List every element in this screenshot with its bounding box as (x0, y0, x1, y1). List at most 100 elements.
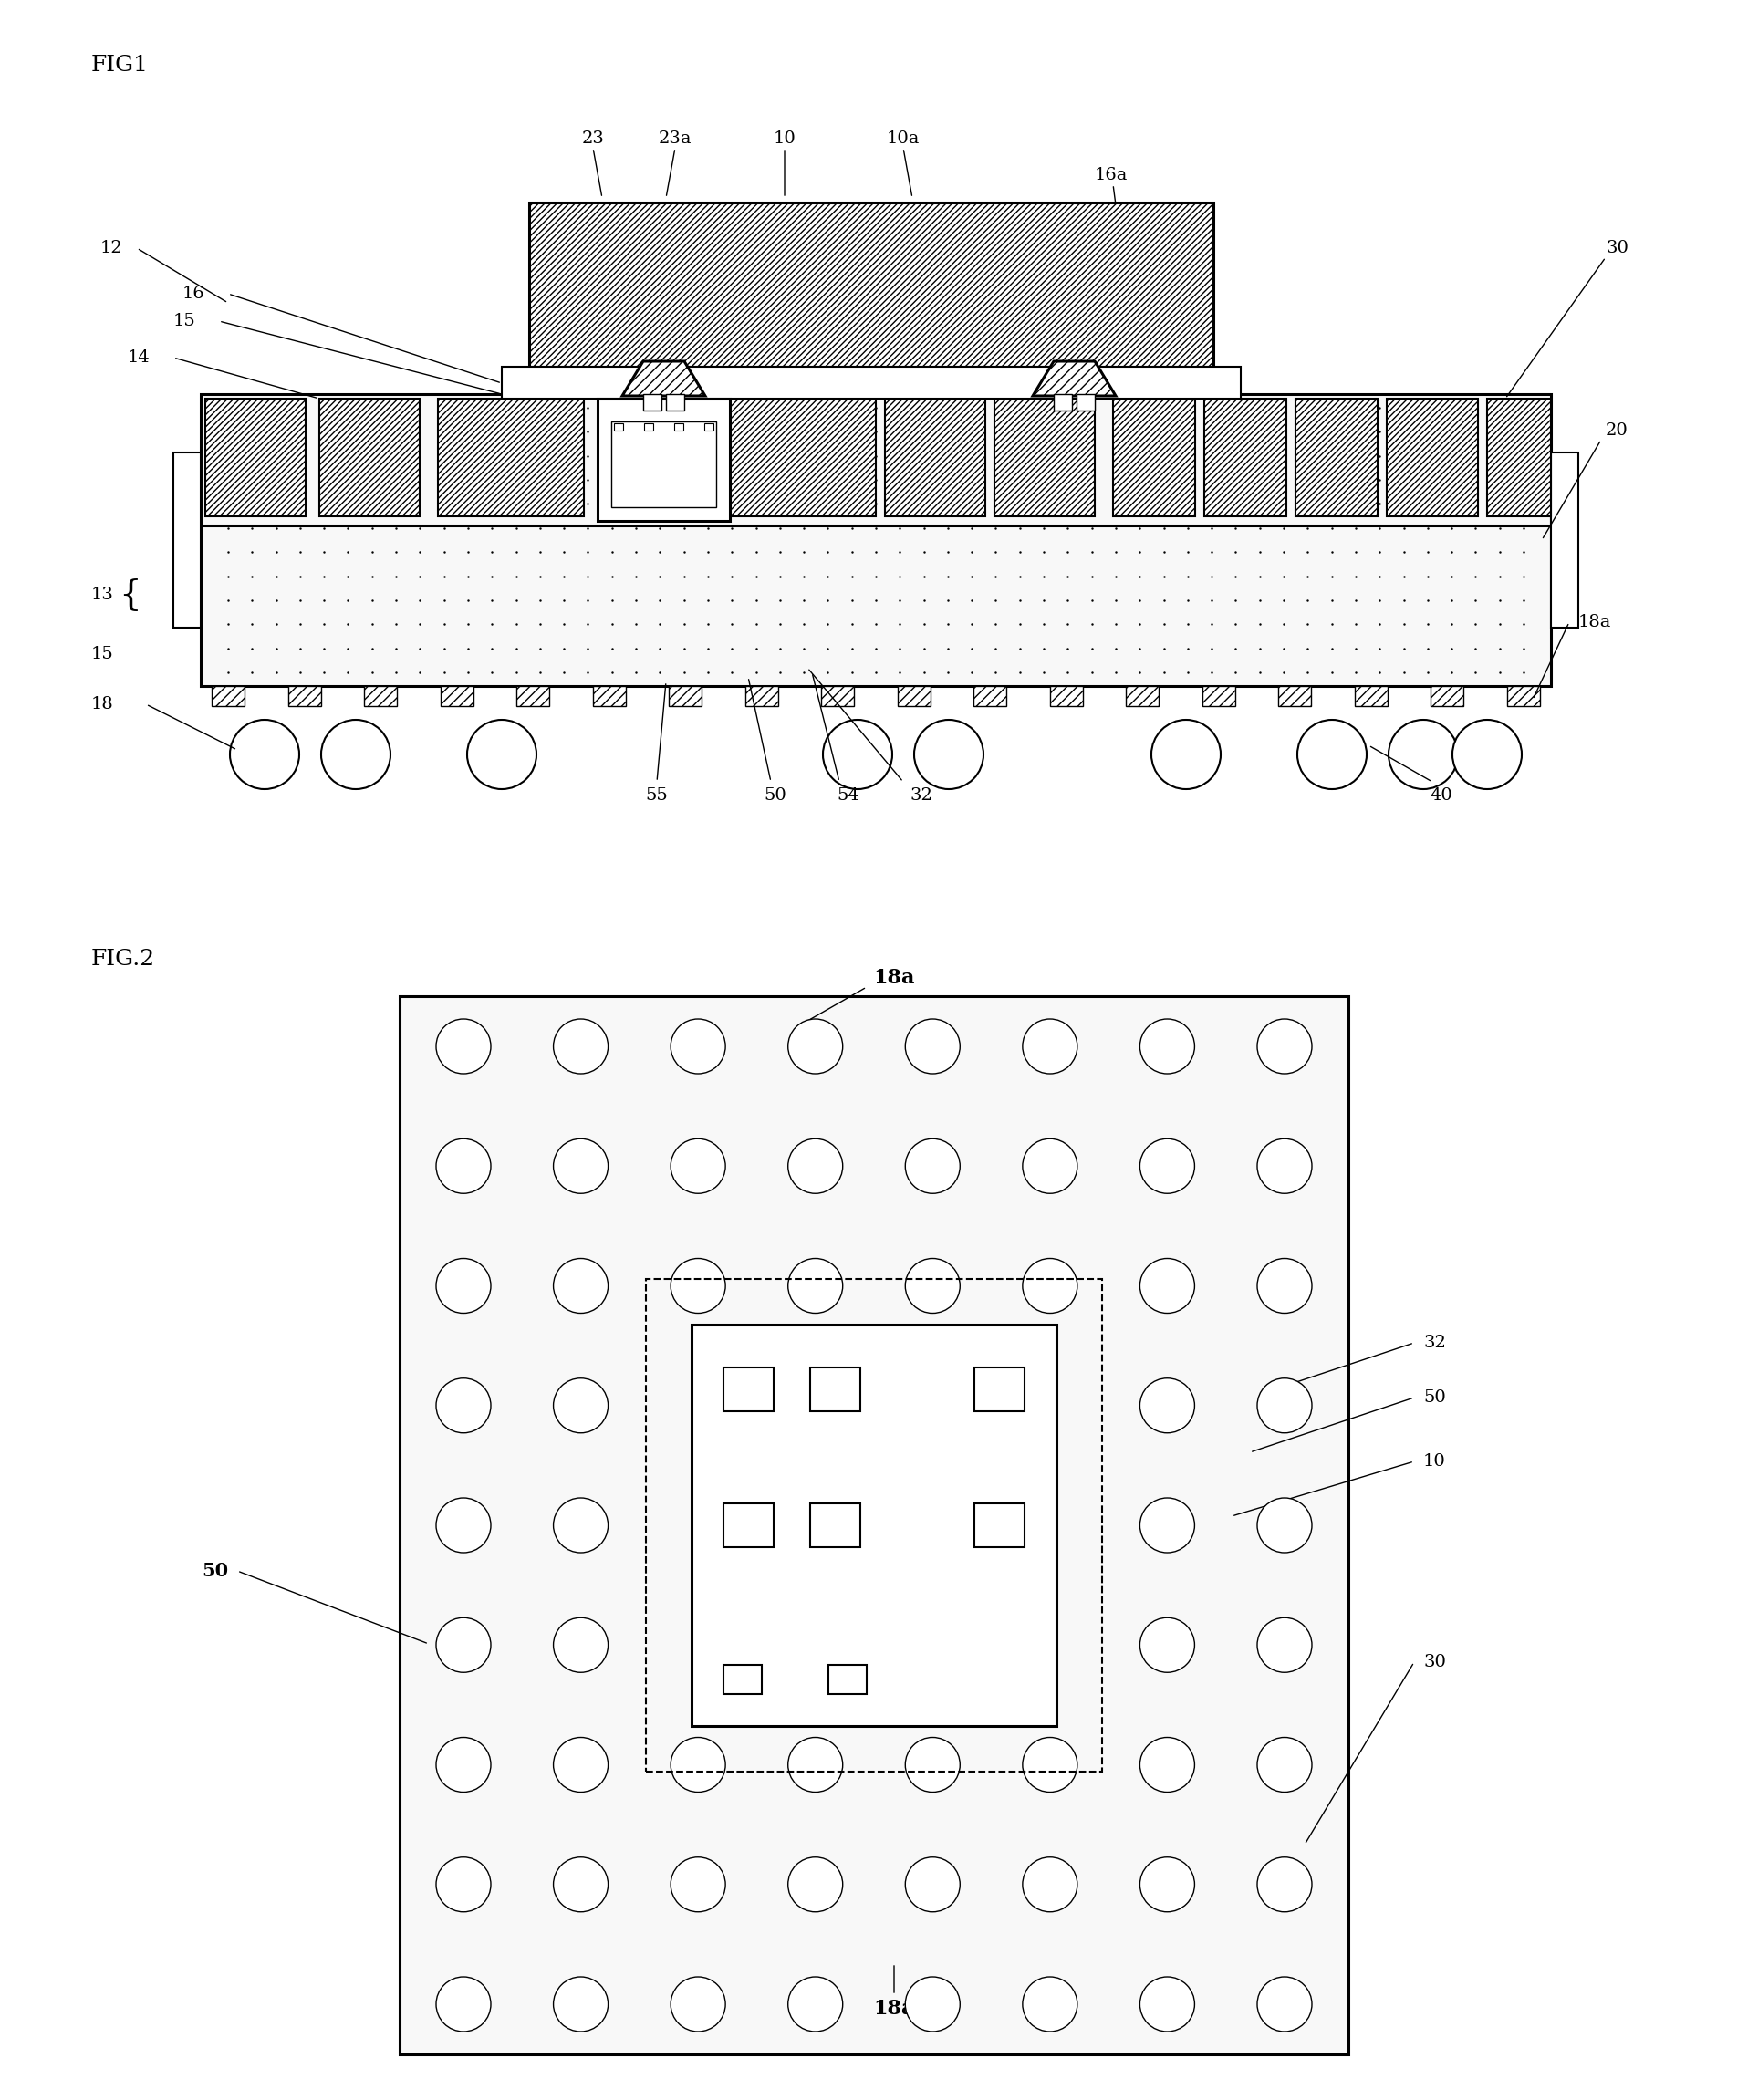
Text: 40: 40 (1430, 788, 1453, 804)
Text: 14: 14 (128, 349, 150, 365)
Circle shape (1152, 720, 1220, 790)
Bar (530, 202, 1213, 368)
Text: 16a: 16a (1094, 166, 1127, 183)
Circle shape (788, 1019, 843, 1073)
Circle shape (1140, 1497, 1194, 1552)
Bar (822, 687, 855, 706)
Circle shape (322, 720, 390, 790)
Circle shape (905, 1976, 960, 2031)
Circle shape (1140, 1617, 1194, 1672)
Circle shape (435, 1019, 491, 1073)
Bar (614, 424, 622, 430)
Circle shape (1140, 1976, 1194, 2031)
Bar (704, 424, 713, 430)
Circle shape (554, 1019, 608, 1073)
Circle shape (554, 1378, 608, 1432)
Bar (1054, 395, 1072, 410)
Circle shape (1023, 1737, 1077, 1791)
Bar (439, 399, 584, 517)
Bar (809, 1367, 860, 1411)
Polygon shape (622, 361, 704, 397)
Circle shape (905, 1737, 960, 1791)
Circle shape (554, 1856, 608, 1911)
Bar (666, 395, 683, 410)
Circle shape (467, 720, 537, 790)
Circle shape (554, 1138, 608, 1193)
Bar (1051, 687, 1082, 706)
Bar (516, 687, 549, 706)
Bar (724, 1504, 774, 1548)
Circle shape (1140, 1258, 1194, 1312)
Circle shape (788, 1856, 843, 1911)
Bar (884, 399, 986, 517)
Text: 10a: 10a (886, 130, 919, 147)
Circle shape (671, 1258, 725, 1312)
Circle shape (1140, 1378, 1194, 1432)
Text: 32: 32 (1423, 1336, 1446, 1350)
Text: 30: 30 (1423, 1655, 1446, 1670)
Bar (643, 395, 661, 410)
Circle shape (1257, 1497, 1313, 1552)
Text: 32: 32 (911, 788, 933, 804)
Bar (1278, 687, 1311, 706)
Circle shape (231, 720, 299, 790)
Bar (643, 424, 654, 430)
Bar (1355, 687, 1388, 706)
Circle shape (554, 1737, 608, 1791)
Circle shape (554, 1497, 608, 1552)
Circle shape (788, 1258, 843, 1312)
Circle shape (1257, 1737, 1313, 1791)
Bar (173, 452, 201, 628)
Bar (593, 687, 626, 706)
Bar (612, 422, 717, 508)
Polygon shape (1033, 361, 1115, 397)
Bar (974, 1367, 1024, 1411)
Bar (1113, 399, 1196, 517)
Text: 18: 18 (91, 695, 114, 712)
Bar (1126, 687, 1159, 706)
Circle shape (1140, 1856, 1194, 1911)
Bar (320, 399, 420, 517)
Text: 54: 54 (837, 788, 860, 804)
Bar (974, 687, 1007, 706)
Circle shape (435, 1737, 491, 1791)
Circle shape (1257, 1378, 1313, 1432)
Circle shape (1140, 1019, 1194, 1073)
Circle shape (1140, 1138, 1194, 1193)
Circle shape (435, 1497, 491, 1552)
Text: 12: 12 (100, 239, 122, 256)
Text: 20: 20 (1606, 422, 1627, 439)
Text: 16: 16 (182, 286, 205, 302)
Bar (400, 995, 1348, 2054)
Bar (1488, 399, 1550, 517)
Circle shape (1257, 1856, 1313, 1911)
Circle shape (1023, 1019, 1077, 1073)
Bar (897, 687, 930, 706)
Bar (201, 395, 1550, 687)
Circle shape (671, 1138, 725, 1193)
Bar (724, 1665, 762, 1695)
Circle shape (435, 1258, 491, 1312)
Text: 15: 15 (91, 647, 114, 662)
Circle shape (1257, 1138, 1313, 1193)
Circle shape (554, 1258, 608, 1312)
Text: FIG1: FIG1 (91, 55, 149, 76)
Bar (1204, 399, 1287, 517)
Text: 18a: 18a (1578, 613, 1612, 630)
Circle shape (1257, 1019, 1313, 1073)
Bar (1432, 687, 1463, 706)
Circle shape (1140, 1737, 1194, 1791)
Bar (1550, 452, 1578, 628)
Circle shape (905, 1258, 960, 1312)
Circle shape (1023, 1138, 1077, 1193)
Bar (1295, 399, 1377, 517)
Text: 15: 15 (173, 313, 196, 330)
Bar (731, 399, 876, 517)
Bar (647, 1279, 1101, 1772)
Circle shape (435, 1976, 491, 2031)
Bar (809, 1504, 860, 1548)
Text: {: { (119, 578, 142, 611)
Circle shape (1388, 720, 1458, 790)
Text: 18a: 18a (874, 968, 914, 987)
Circle shape (788, 1976, 843, 2031)
